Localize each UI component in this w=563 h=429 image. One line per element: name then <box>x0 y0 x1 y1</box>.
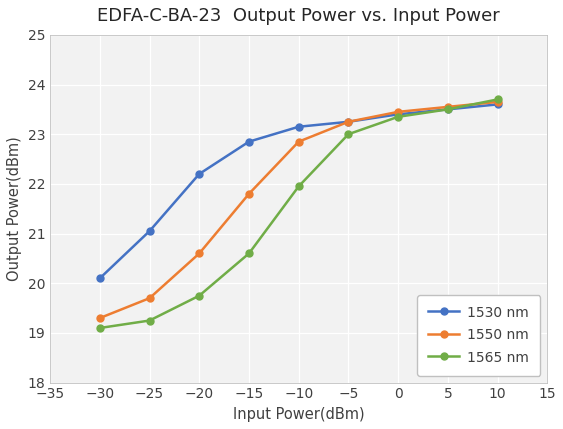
1530 nm <box>345 119 352 124</box>
1530 nm <box>395 112 401 117</box>
1565 nm <box>196 293 203 298</box>
1565 nm <box>345 132 352 137</box>
1550 nm <box>444 104 451 109</box>
Legend: 1530 nm, 1550 nm, 1565 nm: 1530 nm, 1550 nm, 1565 nm <box>417 295 540 376</box>
1530 nm <box>196 171 203 176</box>
Line: 1530 nm: 1530 nm <box>96 101 501 282</box>
1530 nm <box>96 276 103 281</box>
1550 nm <box>395 109 401 115</box>
Line: 1565 nm: 1565 nm <box>96 96 501 332</box>
X-axis label: Input Power(dBm): Input Power(dBm) <box>233 407 364 422</box>
1565 nm <box>245 251 252 256</box>
Title: EDFA-C-BA-23  Output Power vs. Input Power: EDFA-C-BA-23 Output Power vs. Input Powe… <box>97 7 500 25</box>
1550 nm <box>345 119 352 124</box>
1565 nm <box>146 318 153 323</box>
1530 nm <box>245 139 252 144</box>
1565 nm <box>444 107 451 112</box>
1565 nm <box>494 97 501 102</box>
1530 nm <box>494 102 501 107</box>
1565 nm <box>395 114 401 119</box>
1550 nm <box>196 251 203 256</box>
1530 nm <box>296 124 302 129</box>
1550 nm <box>96 315 103 320</box>
1530 nm <box>444 107 451 112</box>
1530 nm <box>146 229 153 234</box>
1565 nm <box>296 184 302 189</box>
1565 nm <box>96 326 103 331</box>
Line: 1550 nm: 1550 nm <box>96 98 501 321</box>
1550 nm <box>494 100 501 105</box>
1550 nm <box>245 191 252 196</box>
1550 nm <box>296 139 302 144</box>
Y-axis label: Output Power(dBm): Output Power(dBm) <box>7 136 22 281</box>
1550 nm <box>146 296 153 301</box>
